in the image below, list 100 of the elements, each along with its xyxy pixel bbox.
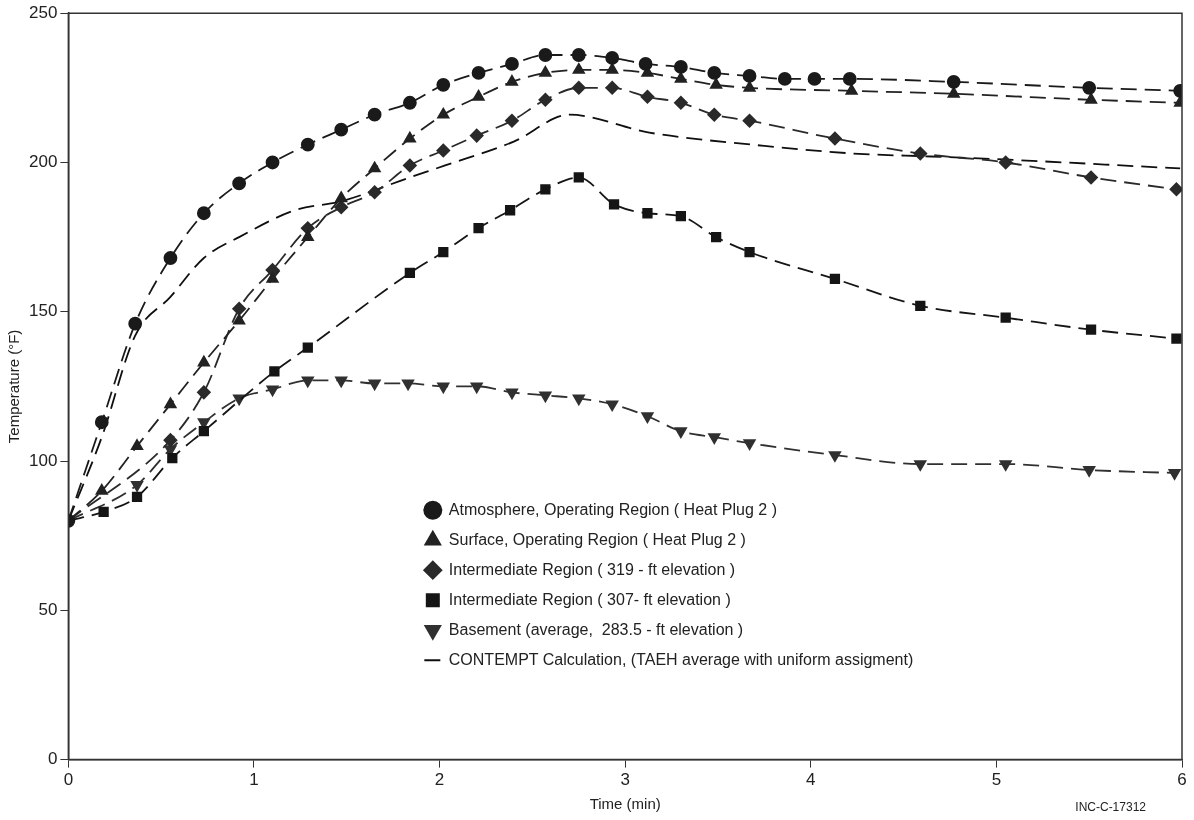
y-tick-label: 150 <box>28 301 58 321</box>
point <box>505 57 519 71</box>
point <box>605 80 620 95</box>
x-tick-label: 1 <box>249 770 259 790</box>
point <box>828 131 842 146</box>
point <box>335 376 348 388</box>
point <box>403 131 416 143</box>
legend-label: Basement (average, 283.5 - ft elevation ) <box>448 620 744 638</box>
point <box>1084 170 1098 185</box>
point <box>334 122 349 137</box>
point <box>914 460 927 471</box>
point <box>999 460 1012 471</box>
point <box>437 382 450 394</box>
x-tick-label: 3 <box>620 770 630 790</box>
point <box>571 48 586 62</box>
point <box>807 71 822 86</box>
point <box>710 231 722 243</box>
point <box>335 191 348 203</box>
point <box>573 172 584 183</box>
point <box>301 230 314 242</box>
point <box>505 113 519 128</box>
legend-label: Intermediate Region ( 307- ft elevation ) <box>448 590 731 608</box>
point <box>572 63 585 74</box>
text: INC-C-17312 <box>1075 800 1146 814</box>
point <box>504 205 516 216</box>
point <box>539 66 552 77</box>
y-tick-label: 200 <box>28 152 58 172</box>
point <box>472 89 485 101</box>
point <box>946 74 961 89</box>
point <box>642 208 653 219</box>
point <box>842 71 857 86</box>
point <box>130 481 144 492</box>
point <box>232 176 247 191</box>
point <box>436 143 451 158</box>
point <box>163 433 178 448</box>
y-tick-label: 100 <box>28 450 58 470</box>
x-tick-label: 6 <box>1177 770 1187 790</box>
point <box>269 366 280 377</box>
point <box>368 379 381 391</box>
point <box>744 246 755 258</box>
point <box>998 155 1013 170</box>
point <box>708 433 721 445</box>
point <box>402 95 417 110</box>
point <box>302 342 313 353</box>
x-axis-title: Time (min) <box>589 795 661 813</box>
legend-label: Surface, Operating Region ( Heat Plug 2 ) <box>448 530 746 548</box>
point <box>470 382 483 394</box>
point <box>167 452 178 464</box>
point <box>777 71 792 86</box>
point <box>674 427 687 439</box>
point <box>334 200 349 215</box>
point <box>707 66 722 80</box>
point <box>1085 324 1097 335</box>
point <box>707 107 722 122</box>
point <box>131 491 143 503</box>
point <box>915 300 926 311</box>
legend-label: CONTEMPT Calculation, (TAEH average with uniform assigment) <box>448 650 914 668</box>
point <box>1171 333 1182 344</box>
point <box>505 74 519 86</box>
point <box>539 391 552 403</box>
point <box>128 316 143 331</box>
point <box>367 185 382 200</box>
point <box>571 80 586 95</box>
point <box>469 128 484 143</box>
point <box>266 272 279 283</box>
point <box>572 394 585 406</box>
point <box>198 426 209 437</box>
point <box>300 137 315 152</box>
point <box>742 113 757 128</box>
point <box>471 66 486 80</box>
point <box>438 246 449 258</box>
point <box>473 223 484 234</box>
point <box>266 385 279 397</box>
point <box>538 92 553 107</box>
point <box>829 273 841 285</box>
y-tick-label: 50 <box>38 600 58 620</box>
point <box>1168 469 1181 480</box>
legend-label: Intermediate Region ( 319 - ft elevation ) <box>448 560 736 578</box>
point <box>606 63 619 74</box>
y-tick-label: 0 <box>47 749 58 769</box>
point <box>828 451 842 462</box>
x-tick-label: 5 <box>991 770 1002 790</box>
point <box>265 155 280 170</box>
point <box>437 107 450 119</box>
point <box>540 184 551 195</box>
point <box>743 439 756 451</box>
point <box>367 107 382 122</box>
point <box>436 77 451 92</box>
point <box>401 379 415 391</box>
y-axis-title: Temperature (°F) <box>5 329 23 444</box>
point <box>505 388 519 400</box>
point <box>638 57 653 71</box>
point <box>196 206 211 221</box>
x-tick-label: 0 <box>63 770 74 790</box>
point <box>605 51 620 65</box>
point <box>673 60 688 74</box>
point <box>742 69 757 83</box>
legend-label: Atmosphere, Operating Region ( Heat Plug 2 ) <box>448 500 777 518</box>
point <box>913 146 928 161</box>
point <box>538 48 553 62</box>
